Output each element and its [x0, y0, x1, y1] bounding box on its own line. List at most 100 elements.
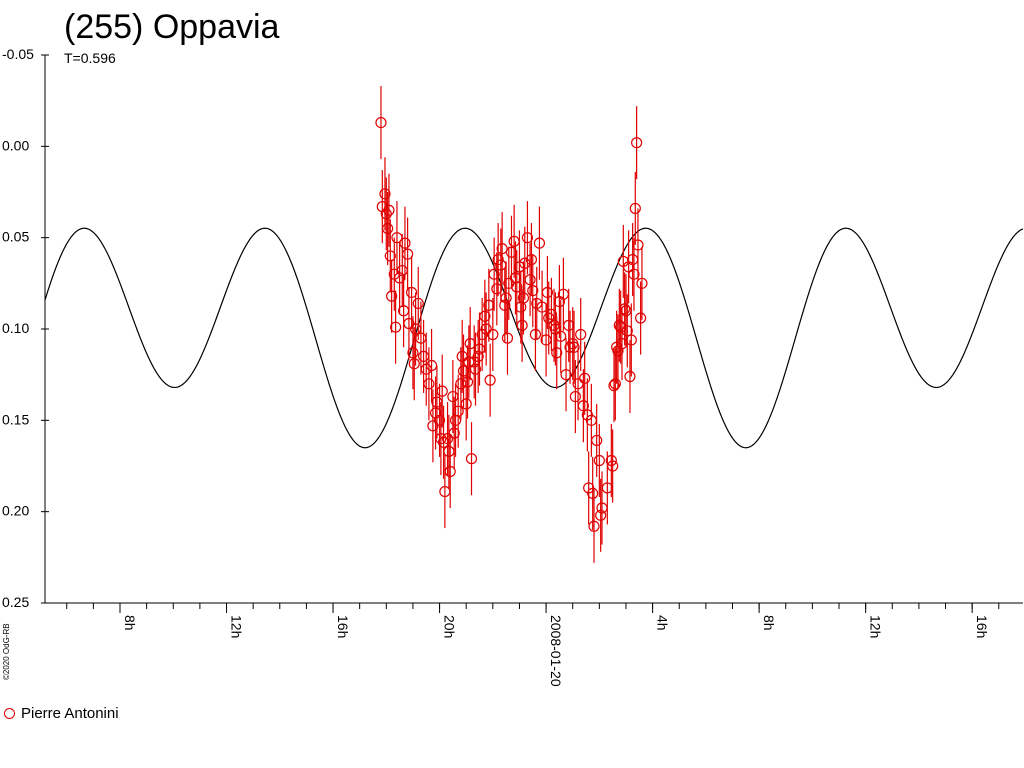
- data-point: [579, 372, 591, 384]
- data-point: [555, 330, 567, 342]
- data-point: [636, 277, 648, 289]
- data-point: [488, 268, 500, 280]
- data-point: [460, 398, 472, 410]
- legend: Pierre Antonini: [4, 705, 119, 722]
- data-point: [591, 434, 603, 447]
- x-tick-label: 12h: [868, 615, 884, 638]
- data-point: [480, 323, 492, 335]
- data-point: [569, 390, 581, 403]
- data-point: [629, 202, 641, 215]
- y-tick-label: 0.00: [2, 137, 29, 153]
- x-tick-label: 20h: [442, 615, 458, 638]
- fit-curve: [44, 227, 1024, 449]
- data-point: [595, 509, 607, 521]
- data-point: [386, 290, 398, 302]
- data-point: [605, 454, 617, 467]
- data-point: [593, 454, 605, 467]
- y-tick-label: 0.10: [2, 320, 29, 336]
- y-tick-label: 0.15: [2, 411, 29, 427]
- data-point: [500, 292, 512, 304]
- x-tick-label: 4h: [655, 615, 671, 631]
- data-point: [448, 427, 460, 439]
- data-point: [564, 341, 576, 353]
- data-point: [568, 341, 580, 353]
- data-point: [427, 420, 439, 432]
- data-point: [379, 188, 391, 200]
- data-point: [390, 321, 402, 333]
- data-point: [619, 303, 631, 315]
- data-point: [625, 334, 637, 346]
- data-point: [436, 385, 448, 397]
- data-point: [501, 332, 514, 344]
- data-point: [527, 285, 539, 297]
- data-point: [472, 350, 484, 362]
- data-point: [375, 116, 387, 129]
- y-tick-label: 0.20: [2, 503, 29, 519]
- data-point: [479, 310, 491, 322]
- data-point: [624, 370, 636, 383]
- data-point: [402, 248, 414, 260]
- data-point: [609, 378, 621, 390]
- data-point: [533, 237, 546, 249]
- chart-subtitle: T=0.596: [64, 50, 116, 66]
- data-point: [545, 308, 558, 320]
- x-tick-label: 12h: [229, 615, 245, 638]
- data-point: [491, 283, 503, 295]
- data-point: [441, 433, 454, 445]
- data-point: [541, 286, 554, 299]
- data-point: [452, 405, 464, 417]
- data-point: [487, 328, 499, 341]
- data-point: [560, 369, 572, 381]
- data-point: [407, 347, 419, 359]
- data-point: [461, 376, 474, 388]
- data-point: [551, 347, 563, 359]
- data-point: [412, 297, 424, 310]
- data-point: [525, 253, 538, 266]
- data-point: [405, 286, 418, 299]
- data-point: [621, 325, 633, 337]
- data-point: [433, 414, 446, 426]
- data-point: [469, 363, 482, 375]
- data-point: [408, 358, 420, 370]
- data-point: [465, 453, 478, 465]
- x-tick-label: 8h: [761, 615, 777, 631]
- legend-label: Pierre Antonini: [21, 705, 119, 722]
- data-point: [383, 204, 395, 216]
- copyright-note: ©2020 OdG-RB: [2, 623, 11, 680]
- y-tick-label: -0.05: [2, 46, 34, 62]
- data-point: [628, 268, 640, 280]
- data-point: [511, 281, 523, 293]
- data-point: [499, 299, 511, 311]
- data-point: [575, 328, 587, 341]
- data-point: [444, 465, 456, 478]
- data-point: [524, 274, 536, 286]
- x-tick-label: 2008-01-20: [548, 615, 564, 687]
- data-point: [517, 292, 530, 304]
- data-point: [635, 312, 647, 324]
- data-point: [588, 520, 600, 532]
- data-point: [403, 317, 415, 330]
- data-point: [484, 374, 496, 386]
- data-point: [384, 250, 396, 262]
- data-point: [529, 328, 542, 341]
- y-tick-label: 0.05: [2, 229, 29, 245]
- data-point: [607, 460, 619, 472]
- x-tick-label: 16h: [974, 615, 990, 638]
- data-point: [587, 487, 599, 499]
- x-tick-label: 8h: [122, 615, 138, 631]
- data-point: [435, 433, 447, 445]
- y-tick-label: 0.25: [2, 594, 29, 610]
- data-point: [382, 222, 394, 235]
- data-point: [516, 319, 528, 331]
- chart-title: (255) Oppavia: [64, 8, 280, 46]
- data-point: [632, 239, 644, 251]
- legend-marker-icon: [4, 708, 15, 719]
- data-point: [423, 378, 435, 390]
- x-tick-label: 16h: [335, 615, 351, 638]
- data-point: [496, 243, 508, 255]
- data-point: [521, 232, 534, 244]
- data-point: [631, 137, 643, 149]
- data-point: [577, 400, 589, 412]
- data-point: [608, 380, 620, 392]
